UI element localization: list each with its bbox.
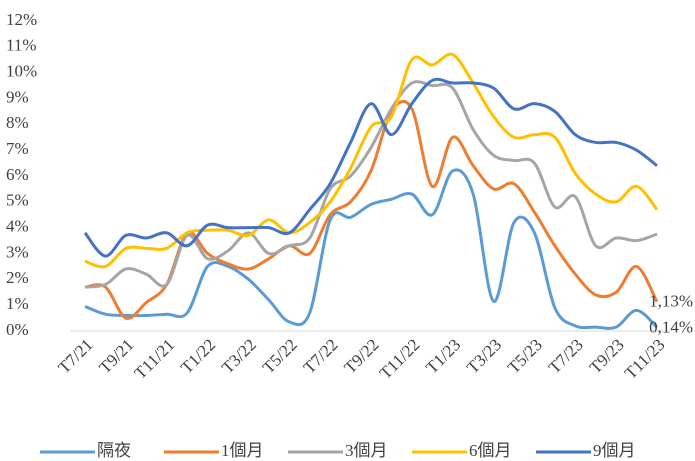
y-tick-label: 7%: [6, 139, 29, 158]
y-tick-label: 9%: [6, 87, 29, 106]
legend-label: 3個月: [345, 441, 388, 460]
y-tick-label: 10%: [6, 62, 37, 81]
x-tick-label: T11/22: [376, 335, 424, 383]
y-tick-label: 6%: [6, 165, 29, 184]
x-tick-label: T7/23: [545, 335, 587, 377]
series-line: [84, 80, 658, 289]
y-tick-label: 5%: [6, 191, 29, 210]
y-tick-label: 3%: [6, 242, 29, 261]
value-label: 0,14%: [649, 317, 693, 336]
legend-label: 1個月: [221, 441, 264, 460]
x-tick-label: T7/22: [300, 335, 342, 377]
y-tick-label: 11%: [6, 36, 37, 55]
x-tick-label: T11/23: [621, 335, 669, 383]
x-tick-label: T11/21: [131, 335, 179, 383]
series-line: [84, 168, 659, 330]
y-tick-label: 8%: [6, 113, 29, 132]
legend-label: 9個月: [593, 441, 636, 460]
x-tick-label: T3/23: [463, 335, 505, 377]
x-tick-label: T1/23: [422, 335, 464, 377]
y-tick-label: 12%: [6, 10, 37, 29]
legend-label: 6個月: [469, 441, 512, 460]
value-label: 1,13%: [649, 292, 693, 311]
y-tick-label: 0%: [6, 320, 29, 339]
x-tick-label: T1/22: [177, 335, 219, 377]
x-tick-label: T3/22: [218, 335, 260, 377]
series-line: [84, 52, 659, 269]
x-tick-label: T5/23: [504, 335, 546, 377]
y-tick-label: 4%: [6, 217, 29, 236]
y-tick-label: 2%: [6, 268, 29, 287]
x-tick-label: T7/21: [54, 335, 96, 377]
y-tick-label: 1%: [6, 294, 29, 313]
x-tick-label: T5/22: [259, 335, 301, 377]
legend-label: 隔夜: [97, 441, 131, 460]
series-line: [84, 99, 659, 320]
series-line: [83, 77, 658, 258]
